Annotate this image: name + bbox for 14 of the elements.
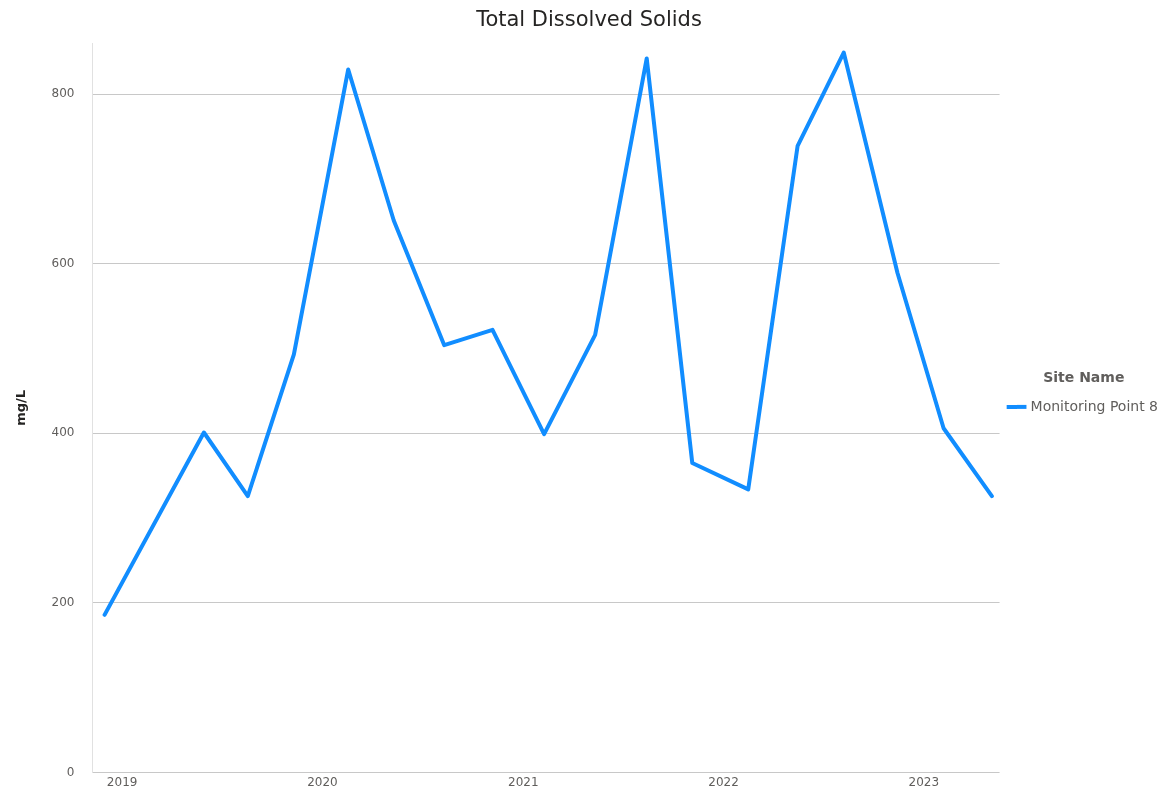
- y-tick-label: 400: [51, 425, 75, 440]
- legend-label: Monitoring Point 8: [1030, 397, 1158, 414]
- chart-title: Total Dissolved Solids: [475, 7, 702, 32]
- y-tick-label: 0: [66, 764, 75, 779]
- y-axis-title: mg/L: [13, 389, 29, 426]
- y-tick-label: 800: [51, 86, 75, 101]
- legend-title: Site Name: [1043, 368, 1125, 385]
- x-tick-label: 2019: [106, 774, 138, 789]
- x-tick-label: 2021: [507, 774, 539, 789]
- x-tick-label: 2022: [708, 774, 739, 789]
- y-tick-label: 200: [51, 595, 75, 610]
- y-tick-label: 600: [51, 255, 75, 270]
- x-tick-label: 2023: [908, 774, 940, 789]
- x-tick-label: 2020: [307, 774, 338, 789]
